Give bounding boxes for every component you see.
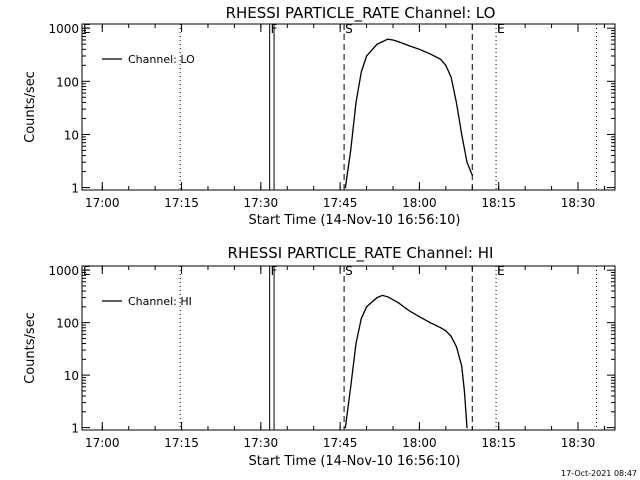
y-tick-label: 1 — [71, 422, 79, 436]
data-point — [397, 40, 399, 43]
legend-label: Channel: HI — [128, 295, 192, 308]
data-point — [360, 317, 362, 320]
x-tick-label: 17:45 — [323, 436, 358, 450]
data-point — [381, 294, 384, 297]
data-point — [450, 76, 452, 78]
data-point — [392, 39, 394, 41]
data-point — [471, 174, 473, 176]
y-tick-label: 10 — [64, 369, 79, 383]
data-point — [387, 38, 389, 40]
data-point — [360, 71, 362, 73]
data-point — [455, 345, 458, 348]
x-tick-label: 17:00 — [85, 436, 120, 450]
x-axis-title: Start Time (14-Nov-10 16:56:10) — [249, 213, 461, 228]
hi-channel-panel: RHESSI PARTICLE_RATE Channel: HI 17:00 17:… — [23, 244, 616, 469]
legend-label: Channel: LO — [128, 53, 195, 66]
data-point — [344, 426, 347, 429]
data-point — [350, 149, 352, 152]
data-point — [355, 342, 357, 345]
data-point — [466, 426, 468, 429]
data-point — [450, 335, 452, 337]
lo-channel-panel: RHESSI PARTICLE_RATE Channel: LO 17:00 17:… — [23, 4, 616, 228]
data-point — [463, 390, 465, 392]
plot-frame — [81, 23, 616, 191]
data-point — [355, 101, 357, 104]
data-point — [461, 133, 463, 136]
data-point — [418, 316, 421, 318]
data-point — [445, 64, 447, 66]
y-tick-label: 100 — [56, 317, 79, 331]
data-point — [365, 55, 368, 57]
event-marker-label: E — [83, 264, 91, 278]
x-tick-label: 18:30 — [561, 436, 596, 450]
data-point — [439, 327, 442, 329]
data-point — [408, 309, 410, 312]
plot-frame — [81, 265, 616, 431]
x-tick-label: 17:30 — [244, 196, 279, 210]
data-point — [344, 186, 347, 189]
data-point — [439, 58, 442, 60]
event-marker-label: S — [345, 264, 353, 278]
data-point — [408, 45, 410, 47]
x-tick-label: 17:15 — [164, 436, 199, 450]
y-tick-label: 1000 — [48, 264, 79, 278]
data-point — [376, 296, 378, 299]
x-tick-label: 17:15 — [164, 196, 199, 210]
data-point — [429, 322, 431, 324]
data-point — [455, 101, 458, 104]
x-tick-label: 18:15 — [481, 436, 516, 450]
data-point — [387, 296, 389, 298]
x-axis-title: Start Time (14-Nov-10 16:56:10) — [249, 454, 461, 469]
data-point — [365, 306, 368, 308]
event-marker-label: E — [497, 22, 505, 36]
generation-timestamp: 17-Oct-2021 08:47 — [561, 469, 637, 478]
data-point — [445, 330, 447, 332]
y-tick-label: 100 — [56, 75, 79, 89]
data-point — [429, 53, 431, 55]
data-point — [376, 43, 378, 45]
x-tick-label: 17:30 — [244, 436, 279, 450]
x-tick-label: 17:00 — [85, 196, 120, 210]
x-tick-label: 18:00 — [402, 436, 437, 450]
y-tick-label: 1 — [71, 182, 79, 196]
x-tick-label: 17:45 — [323, 196, 358, 210]
data-point — [466, 161, 468, 163]
y-tick-label: 10 — [64, 128, 79, 142]
y-axis-title: Counts/sec — [23, 312, 38, 384]
data-point — [397, 302, 399, 304]
x-tick-label: 18:30 — [561, 196, 596, 210]
event-marker-label: E — [497, 264, 505, 278]
data-point — [418, 48, 421, 50]
y-tick-label: 1000 — [48, 22, 79, 36]
event-marker-label: S — [345, 22, 353, 36]
y-axis-title: Counts/sec — [23, 71, 38, 143]
x-tick-label: 18:15 — [481, 196, 516, 210]
chart-title: RHESSI PARTICLE_RATE Channel: HI — [228, 244, 494, 263]
series-line — [344, 38, 473, 188]
data-point — [350, 386, 352, 388]
chart-title: RHESSI PARTICLE_RATE Channel: LO — [226, 4, 496, 23]
data-point — [461, 365, 463, 367]
x-tick-label: 18:00 — [402, 196, 437, 210]
event-marker-label: E — [83, 22, 91, 36]
series-line — [344, 294, 468, 428]
